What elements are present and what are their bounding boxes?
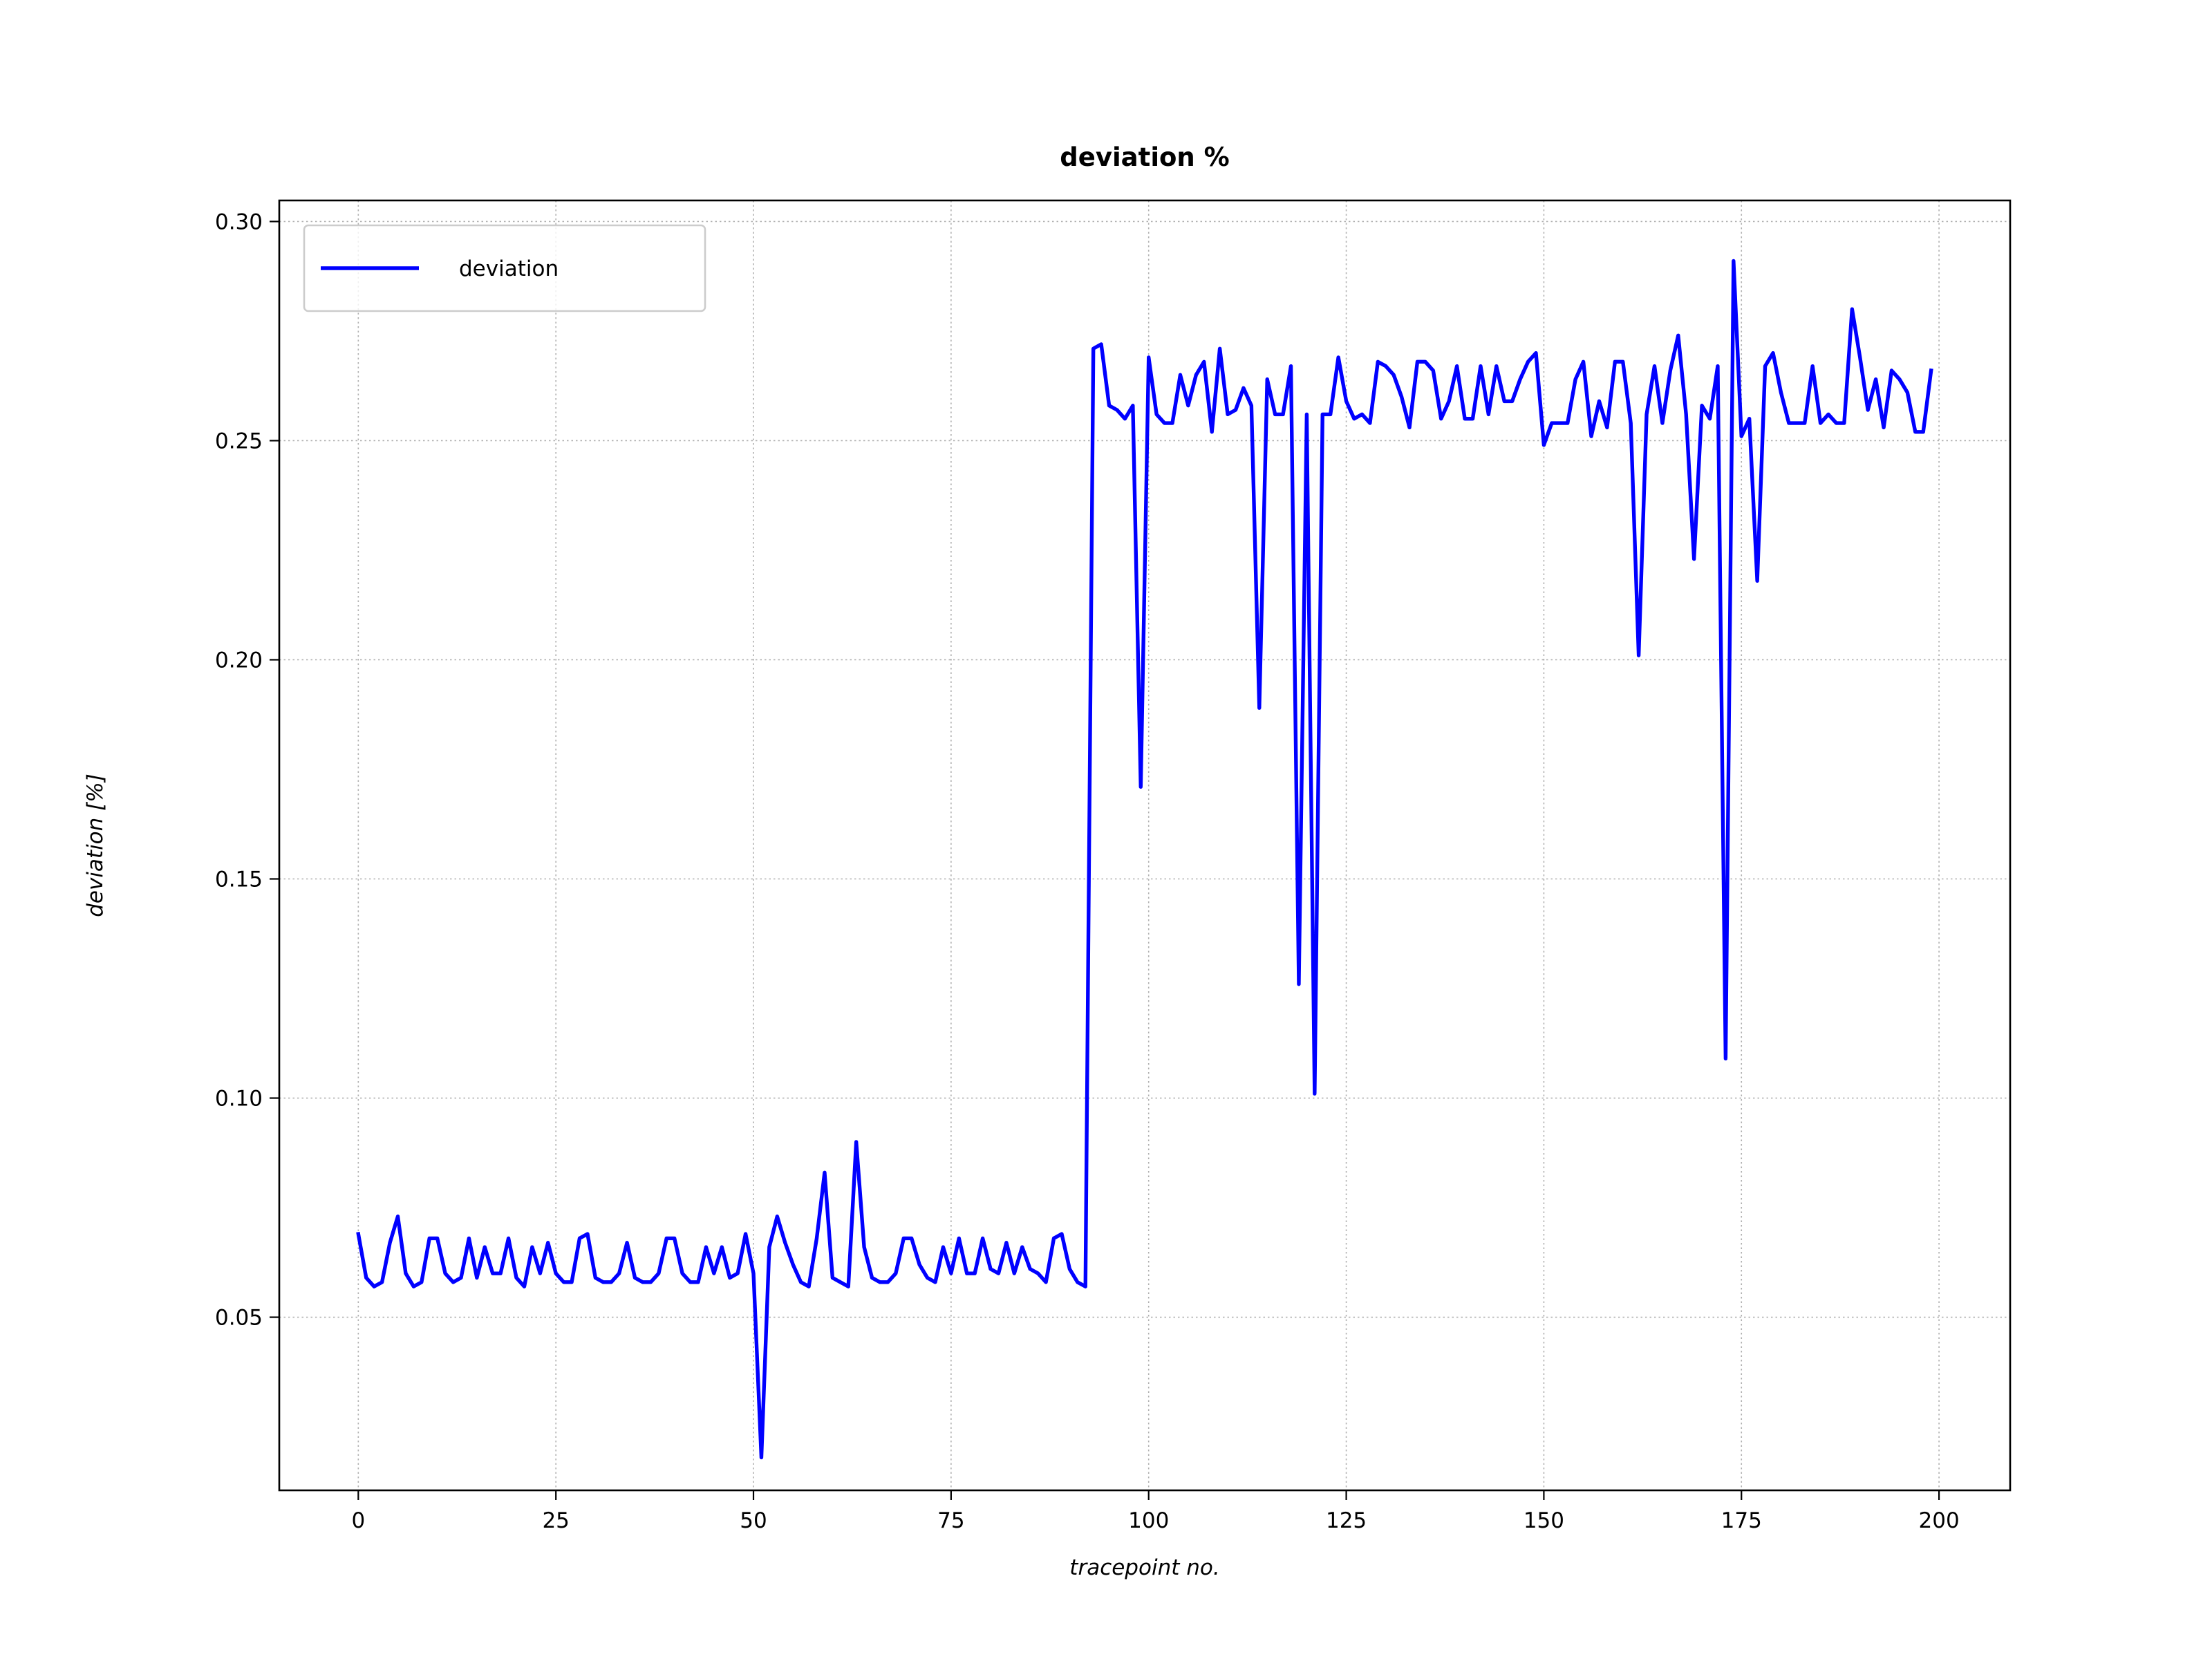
grid [279,200,2010,1490]
x-tick-label: 50 [740,1508,767,1533]
y-tick-label: 0.25 [215,429,263,453]
y-axis-title: deviation [%] [83,774,108,917]
y-tick-label: 0.30 [215,209,263,234]
x-tick-label: 0 [351,1508,365,1533]
y-tick-label: 0.20 [215,648,263,673]
axis-ticks: 0 25 50 75 100 125 150 175 200 0.05 0.10 0.15 0.20 0.… [215,209,1960,1533]
x-tick-label: 150 [1524,1508,1564,1533]
legend-box [303,224,706,312]
x-tick-label: 125 [1326,1508,1367,1533]
y-tick-label: 0.10 [215,1087,263,1112]
y-tick-label: 0.05 [215,1306,263,1331]
plot-frame [278,199,2012,1492]
x-tick-label: 100 [1128,1508,1169,1533]
x-tick-label: 200 [1919,1508,1960,1533]
series-line-deviation [356,259,1933,1460]
legend: deviation [303,224,706,312]
x-axis-title: tracepoint no. [1069,1555,1219,1580]
legend-label-deviation: deviation [459,256,559,281]
y-tick-label: 0.15 [215,868,263,892]
x-tick-label: 25 [542,1508,569,1533]
series-layer [356,259,1933,1460]
chart-title: deviation % [1060,142,1229,172]
x-tick-label: 75 [937,1508,964,1533]
x-tick-label: 175 [1721,1508,1762,1533]
